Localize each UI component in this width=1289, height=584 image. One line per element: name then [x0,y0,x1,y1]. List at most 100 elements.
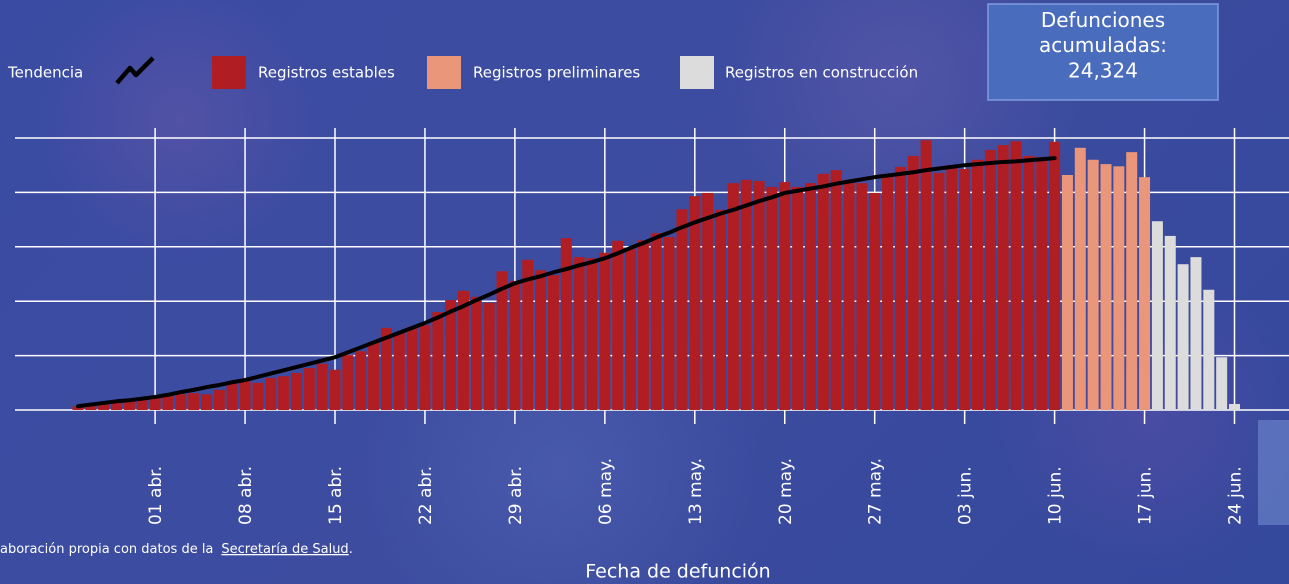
bar [1229,404,1240,410]
bar [1036,157,1048,410]
legend-label: Registros estables [258,64,395,82]
source-link[interactable]: Secretaría de Salud [221,542,348,557]
bar [547,275,559,410]
bar [239,381,251,410]
bar [817,173,829,410]
bar [637,240,649,410]
bar [779,182,791,410]
total-title-line: acumuladas: [1039,33,1167,57]
bar [123,400,135,410]
bar [997,145,1009,410]
bar [85,405,97,410]
bar [496,271,508,410]
bar [201,394,212,410]
source-text: aboración propia con datos de la [0,542,213,557]
bar [1113,166,1125,410]
bars [72,140,1240,411]
bar [920,140,932,410]
legend-icon [115,56,155,85]
legend-label: Registros en construcción [725,64,918,82]
bar [599,252,611,410]
bar [946,165,958,410]
bar [792,186,804,410]
bar [843,179,855,410]
x-tick-label: 20 may. [776,458,796,525]
bar [663,237,675,410]
legend-label: Tendencia [7,64,83,82]
bar [213,389,225,410]
x-tick-label: 17 jun. [1136,466,1156,525]
bar [856,183,868,410]
lines [76,156,1057,409]
bar [586,258,598,410]
total-value: 24,324 [1068,59,1138,83]
bar [959,169,971,410]
x-tick-label: 01 abr. [146,466,166,525]
bar [329,369,341,410]
bar [1164,235,1176,410]
bar [676,209,688,410]
bar [342,355,354,410]
bar [1151,221,1163,410]
bar [252,382,264,410]
bar [419,325,431,410]
bar [175,394,187,410]
bar [625,248,637,410]
x-tick-label: 03 jun. [956,466,976,525]
bar [573,257,585,410]
bar [1216,357,1228,410]
bar [1023,155,1035,410]
bar [149,396,161,410]
bar [766,186,778,410]
legend-swatch [680,56,714,89]
legend-label: Registros preliminares [473,64,640,82]
bar [894,166,906,410]
bar [136,400,148,410]
x-tick-label: 29 abr. [506,466,526,525]
bar [265,377,277,410]
bar [650,233,662,410]
bar [1203,289,1215,410]
bar [933,172,945,410]
x-tick-label: 06 may. [596,458,616,525]
bar [98,404,110,410]
bar [535,270,547,410]
bar [188,393,200,410]
total-box [987,3,1219,101]
x-tick-label: 13 may. [686,458,706,525]
bar [458,290,469,410]
bar [278,376,290,410]
bar [1190,257,1202,410]
bar [522,259,534,410]
legend-swatch [427,56,461,89]
bar [612,240,624,410]
bar [483,302,495,410]
bar [740,179,752,410]
bar [702,192,714,410]
source-note: aboración propia con datos de la Secretar… [0,542,353,557]
bar [1139,177,1151,410]
bar [753,180,765,410]
bar [830,170,842,410]
legend-swatch [212,56,246,89]
bar [445,300,457,410]
trend-line [76,156,1057,409]
bar [355,351,367,410]
x-tick-label: 27 may. [866,458,886,525]
total-title-line: Defunciones [1041,8,1165,32]
bar [715,209,726,410]
bar [560,238,572,410]
bar [316,363,328,410]
bar [804,183,816,410]
bar [290,373,302,410]
bar [689,196,701,410]
bar [368,342,380,410]
bar [1126,152,1138,411]
bar [1087,159,1099,410]
x-tick-label: 10 jun. [1046,466,1066,525]
bar [984,149,996,410]
x-tick-label: 22 abr. [416,466,436,525]
bar [972,159,983,410]
bar [406,326,418,410]
